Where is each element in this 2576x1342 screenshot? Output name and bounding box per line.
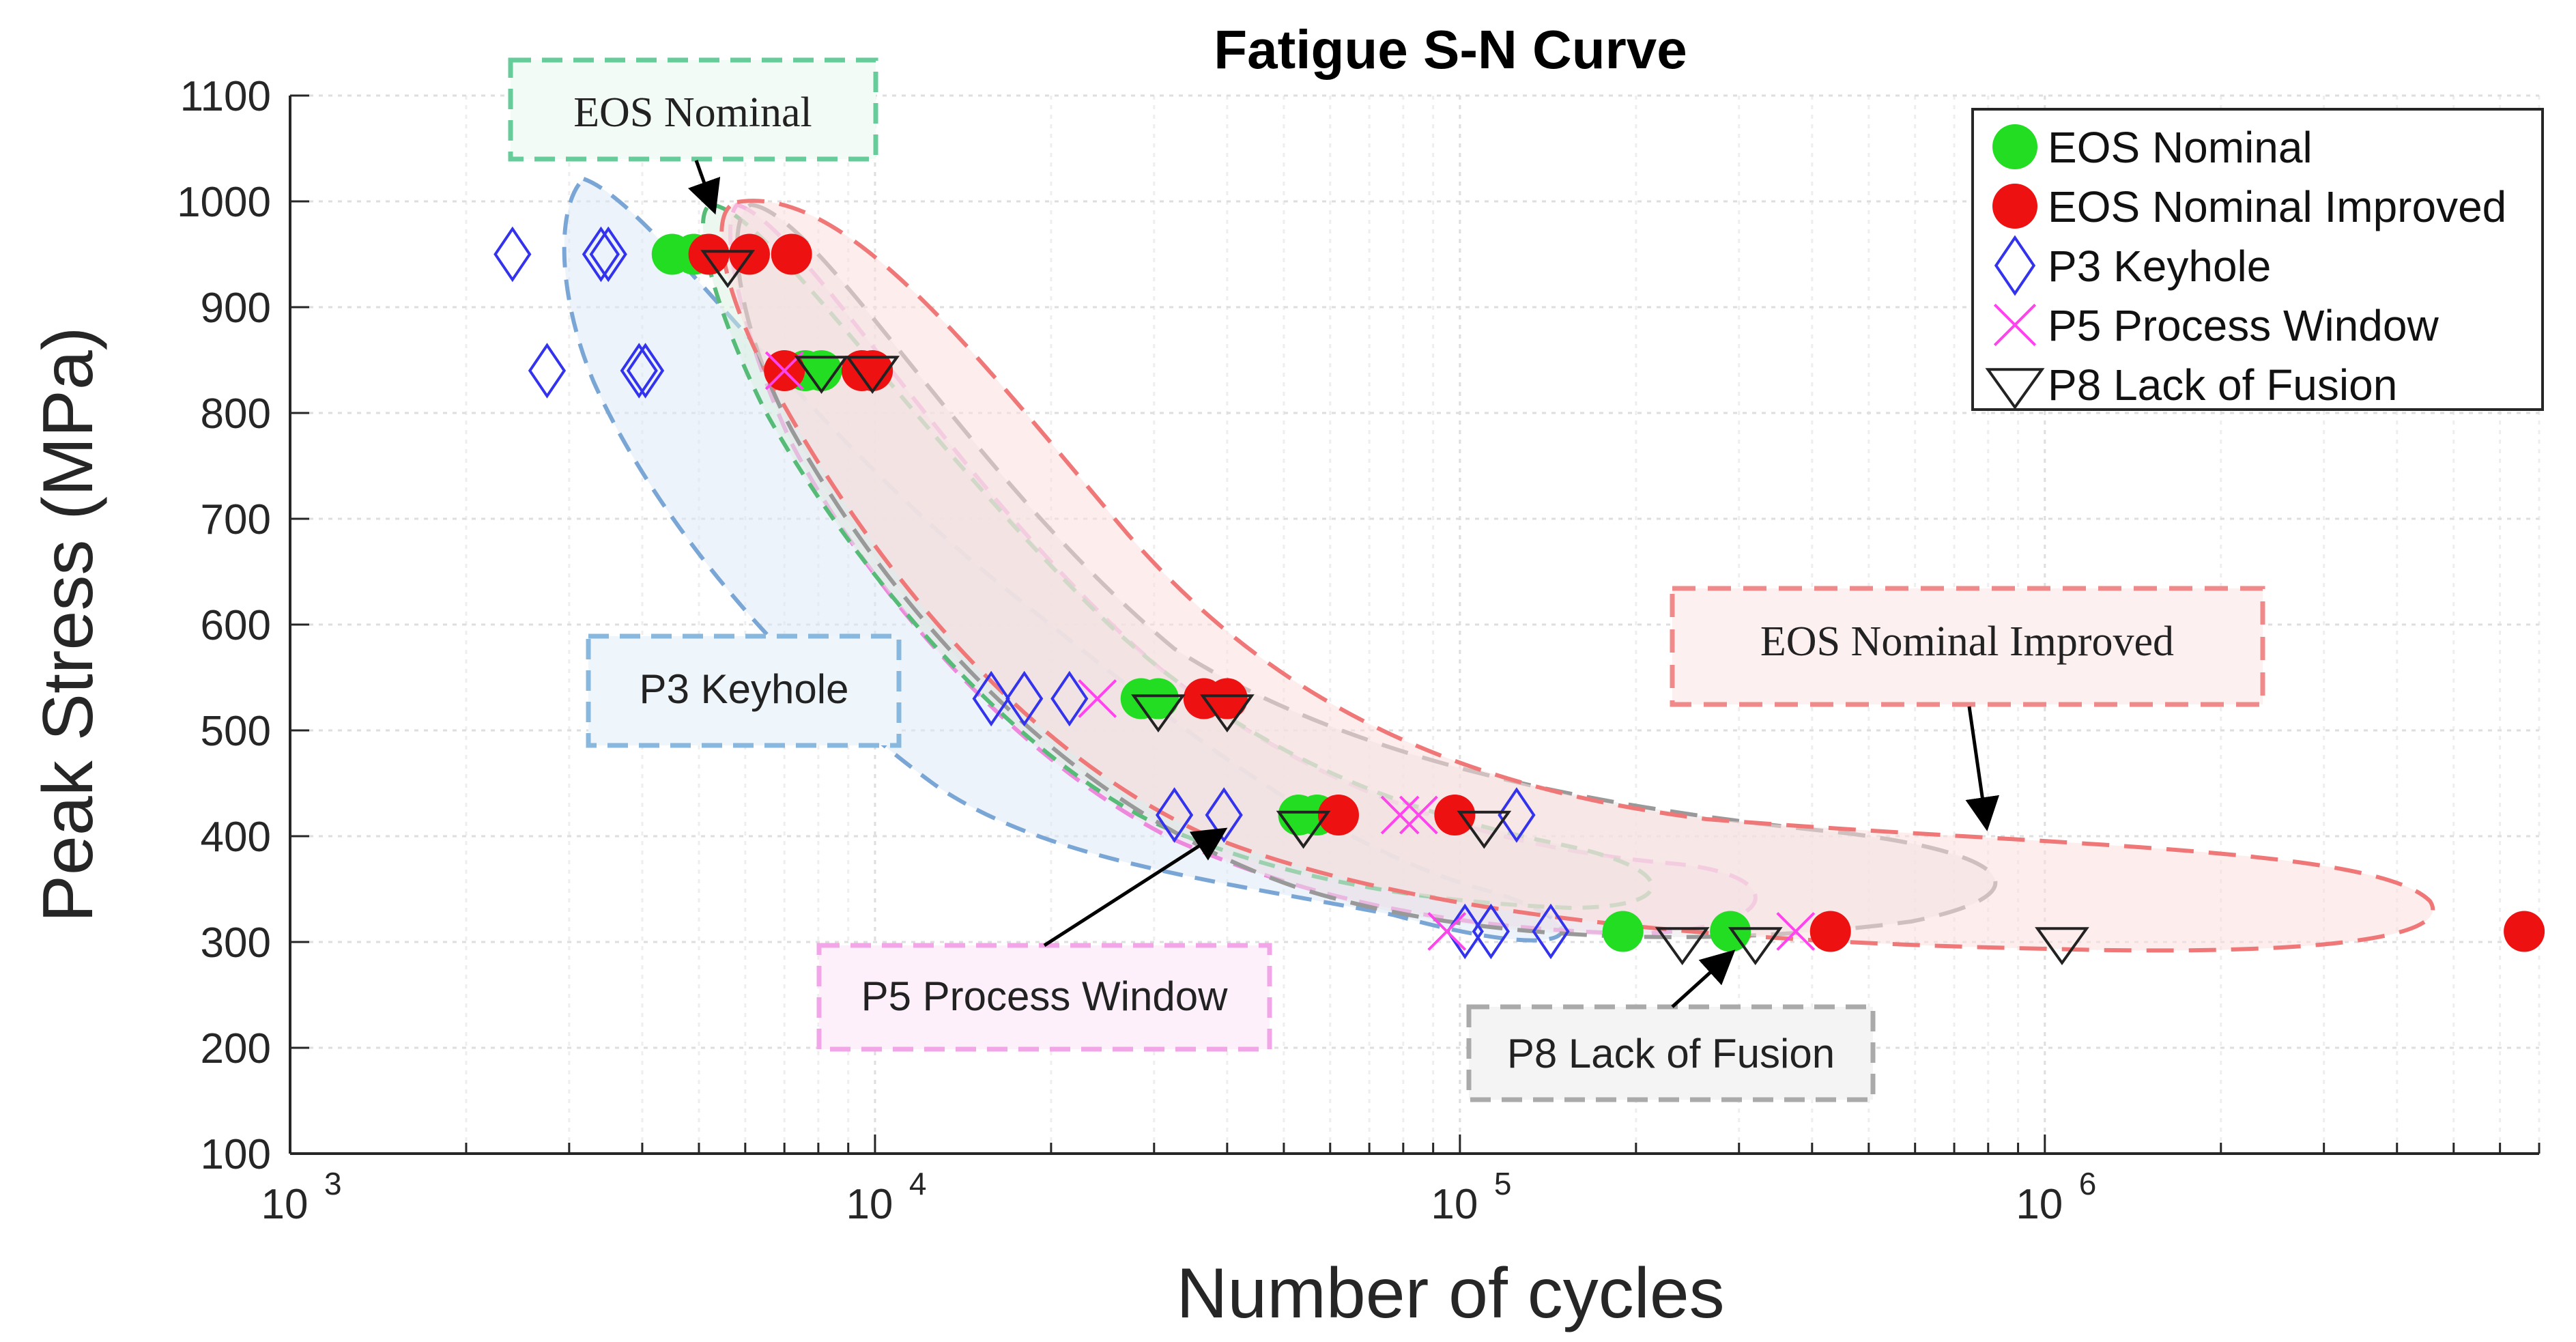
point-p8-lack-of-fusion	[845, 356, 900, 395]
axis-ticks	[289, 94, 2541, 1155]
point-p5-process-window	[1776, 912, 1816, 951]
point-p3-keyhole	[1532, 903, 1570, 960]
y-axis-label: Peak Stress (MPa)	[29, 327, 108, 923]
data-points	[493, 226, 2545, 966]
callout-p5-process-window: P5 Process Window	[816, 827, 1272, 1052]
point-eos-nominal-improved	[2504, 911, 2545, 952]
point-eos-nominal-improved	[1434, 795, 1476, 836]
point-p3-keyhole	[528, 343, 567, 399]
point-p3-keyhole	[1155, 787, 1194, 843]
x-tick-exponent: 6	[2079, 1166, 2097, 1201]
y-tick-label: 500	[201, 708, 271, 755]
legend-item-eos-nominal: EOS Nominal	[1992, 123, 2313, 172]
callout-p8-lack-of-fusion: P8 Lack of Fusion	[1466, 950, 1876, 1102]
callout-p5-process-window-text: P5 Process Window	[861, 973, 1229, 1019]
legend-box	[1971, 108, 2544, 411]
point-eos-nominal-improved	[1809, 911, 1851, 952]
point-p8-lack-of-fusion	[1728, 927, 1783, 966]
y-tick-label: 700	[201, 496, 271, 543]
y-tick-label: 200	[201, 1025, 271, 1072]
point-eos-nominal-improved	[688, 233, 730, 275]
legend-item-eos-nominal-improved: EOS Nominal Improved	[1992, 182, 2506, 231]
callout-p3-keyhole: P3 Keyhole	[586, 633, 902, 748]
point-p8-lack-of-fusion	[700, 250, 756, 289]
y-tick-label: 1000	[177, 179, 271, 226]
callout-p8-lack-of-fusion-arrow	[1671, 950, 1736, 1008]
x-tick-exponent: 3	[324, 1166, 342, 1201]
x-tick-label: 10	[2016, 1181, 2063, 1228]
legend-item-p8-lack-of-fusion: P8 Lack of Fusion	[1985, 360, 2397, 410]
point-p8-lack-of-fusion	[1131, 694, 1186, 733]
callout-eos-nominal-improved-arrow	[1965, 706, 2000, 831]
point-eos-nominal-improved	[1317, 795, 1359, 836]
point-p3-keyhole	[1472, 903, 1510, 960]
point-p3-keyhole	[1050, 670, 1089, 727]
x-axis-label: Number of cycles	[1176, 1254, 1724, 1333]
point-p8-lack-of-fusion	[2035, 927, 2089, 966]
legend-item-p3-keyhole: P3 Keyhole	[1994, 235, 2271, 296]
point-p5-process-window	[1078, 679, 1117, 718]
point-eos-nominal-improved	[771, 233, 812, 275]
point-p3-keyhole	[589, 226, 627, 283]
point-eos-nominal-improved	[852, 350, 893, 391]
point-p3-keyhole	[582, 226, 620, 283]
y-tick-label: 400	[201, 814, 271, 861]
legend-marker-eos-nominal-improved	[1992, 184, 2037, 229]
legend-label-eos-nominal: EOS Nominal	[2048, 123, 2313, 172]
callout-eos-nominal-text: EOS Nominal	[573, 89, 812, 136]
legend-item-p5-process-window: P5 Process Window	[1993, 301, 2439, 350]
x-tick-label: 10	[261, 1181, 309, 1228]
y-tick-label: 300	[201, 919, 271, 967]
callout-p3-keyhole-text: P3 Keyhole	[640, 666, 849, 712]
x-tick-exponent: 4	[909, 1166, 927, 1201]
point-p3-keyhole	[1005, 670, 1044, 727]
y-tick-label: 100	[201, 1131, 271, 1178]
legend-marker-p3-keyhole	[1994, 235, 2036, 296]
callout-eos-nominal-arrow	[688, 160, 721, 215]
legend-label-p3-keyhole: P3 Keyhole	[2048, 242, 2271, 291]
point-p8-lack-of-fusion	[1655, 927, 1710, 966]
callout-p8-lack-of-fusion-text: P8 Lack of Fusion	[1507, 1031, 1835, 1076]
point-p5-process-window	[1380, 795, 1420, 835]
point-eos-nominal	[1602, 911, 1644, 952]
legend-label-p8-lack-of-fusion: P8 Lack of Fusion	[2048, 360, 2397, 410]
legend-label-eos-nominal-improved: EOS Nominal Improved	[2048, 182, 2506, 231]
legend-label-p5-process-window: P5 Process Window	[2048, 301, 2439, 350]
point-p8-lack-of-fusion	[1457, 810, 1512, 849]
point-eos-nominal	[1137, 678, 1179, 719]
y-tick-label: 1100	[180, 73, 271, 120]
x-tick-exponent: 5	[1494, 1166, 1512, 1201]
point-p3-keyhole	[1498, 787, 1536, 843]
y-tick-label: 800	[201, 390, 271, 438]
y-tick-labels: 100 200 300 400 500 600 700 800 900 1000 1100	[177, 73, 271, 1178]
point-p8-lack-of-fusion	[1276, 810, 1331, 849]
legend-marker-eos-nominal	[1992, 124, 2037, 169]
callout-p5-process-window-arrow	[1043, 827, 1228, 947]
chart-title: Fatigue S-N Curve	[1214, 19, 1687, 80]
point-p3-keyhole	[972, 670, 1010, 727]
y-tick-label: 600	[201, 602, 271, 649]
point-p5-process-window	[1427, 912, 1467, 951]
y-tick-label: 900	[201, 285, 271, 332]
point-eos-nominal-improved	[1206, 678, 1248, 719]
x-tick-label: 10	[1431, 1181, 1478, 1228]
x-tick-labels: 10 3 10 4 10 5 10 6	[261, 1166, 2097, 1228]
callout-eos-nominal-improved-text: EOS Nominal Improved	[1760, 618, 2174, 665]
point-p5-process-window	[1399, 795, 1438, 835]
point-p3-keyhole	[620, 343, 658, 399]
x-tick-label: 10	[846, 1181, 893, 1228]
point-p8-lack-of-fusion	[1199, 694, 1255, 733]
legend-marker-p8-lack-of-fusion	[1985, 368, 2045, 410]
legend: EOS Nominal EOS Nominal Improved P3 Keyhol…	[1971, 108, 2544, 411]
legend-marker-p5-process-window	[1993, 303, 2037, 347]
point-p3-keyhole	[493, 226, 532, 283]
callout-eos-nominal: EOS Nominal	[508, 57, 878, 215]
point-p8-lack-of-fusion	[794, 356, 849, 395]
point-p3-keyhole	[626, 343, 665, 399]
region-eos-nominal-improved	[719, 199, 2435, 953]
point-eos-nominal	[801, 350, 842, 391]
callout-eos-nominal-improved: EOS Nominal Improved	[1670, 586, 2265, 831]
